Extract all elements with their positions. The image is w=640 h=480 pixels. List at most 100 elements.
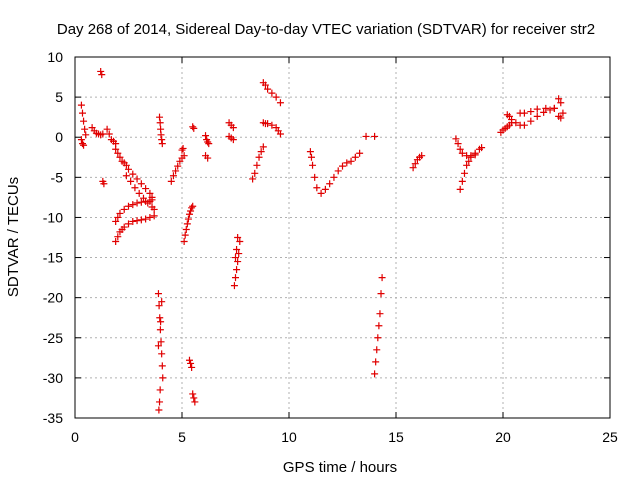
data-point <box>306 148 314 156</box>
data-point <box>276 130 284 138</box>
chart-title: Day 268 of 2014, Sidereal Day-to-day VTE… <box>57 21 595 38</box>
data-point <box>125 202 132 210</box>
data-point <box>154 290 162 298</box>
data-point <box>555 95 563 103</box>
data-point <box>249 175 257 183</box>
data-point <box>557 99 565 107</box>
x-tick-label: 0 <box>71 429 79 445</box>
data-point <box>135 189 143 197</box>
data-point <box>356 149 364 157</box>
data-point <box>456 145 464 153</box>
data-point <box>167 177 175 185</box>
y-tick-label: -15 <box>43 250 63 266</box>
data-point <box>234 258 242 266</box>
data-point <box>142 185 150 193</box>
data-point <box>362 132 370 140</box>
x-tick-label: 5 <box>178 429 186 445</box>
data-point <box>378 274 386 282</box>
data-point <box>178 146 186 154</box>
data-point <box>233 246 241 254</box>
data-point <box>255 153 263 161</box>
data-point <box>253 161 261 169</box>
data-point <box>156 398 164 406</box>
data-point <box>458 149 466 157</box>
data-point <box>188 363 196 371</box>
data-point <box>112 217 120 225</box>
data-point <box>264 120 272 128</box>
data-point <box>371 370 379 378</box>
data-point <box>191 398 199 406</box>
x-tick-label: 15 <box>388 429 404 445</box>
data-point <box>157 131 165 139</box>
data-point <box>81 125 89 133</box>
data-point <box>520 109 528 117</box>
data-point <box>78 109 86 117</box>
data-point <box>157 318 165 326</box>
data-point <box>155 302 163 310</box>
data-point <box>233 266 241 274</box>
data-point <box>373 346 381 354</box>
data-point <box>557 114 565 122</box>
data-point <box>129 170 137 178</box>
data-point <box>456 185 464 193</box>
data-point <box>232 274 239 282</box>
data-point <box>375 322 383 330</box>
data-point <box>533 105 541 113</box>
data-point <box>158 350 166 358</box>
data-point <box>157 338 165 346</box>
data-point <box>174 162 182 170</box>
data-point <box>559 109 567 117</box>
data-point <box>156 119 164 127</box>
data-point <box>77 136 85 144</box>
data-point <box>546 106 554 114</box>
data-point <box>251 169 259 177</box>
data-point <box>180 152 188 160</box>
data-point <box>190 394 198 402</box>
data-point <box>189 123 197 131</box>
data-point <box>313 184 321 192</box>
data-point <box>156 386 164 394</box>
data-point <box>99 130 107 138</box>
y-axis-title: SDTVAR / TECUs <box>5 177 22 297</box>
data-point <box>550 104 558 112</box>
y-tick-label: -25 <box>43 330 63 346</box>
data-point <box>158 136 166 144</box>
data-point <box>158 140 166 148</box>
data-point <box>184 215 192 223</box>
data-point <box>334 167 342 175</box>
x-tick-label: 10 <box>281 429 297 445</box>
grid <box>75 57 610 418</box>
data-point <box>181 231 189 239</box>
data-point <box>169 172 177 180</box>
data-point <box>377 290 385 298</box>
data-point <box>131 184 139 192</box>
x-tick-label: 20 <box>495 429 511 445</box>
data-point <box>187 207 195 215</box>
data-point <box>82 131 90 139</box>
data-point <box>311 173 319 181</box>
data-point <box>463 161 471 169</box>
data-point <box>418 152 426 160</box>
data-point <box>512 119 520 127</box>
data-point <box>112 238 120 246</box>
data-point <box>133 217 141 225</box>
data-point <box>150 212 158 220</box>
y-tick-label: 5 <box>55 89 63 105</box>
data-point <box>374 334 382 342</box>
data-points <box>77 67 567 414</box>
data-point <box>508 116 516 124</box>
data-point <box>190 124 198 132</box>
data-point <box>105 130 113 138</box>
y-tick-label: -20 <box>43 290 63 306</box>
data-point <box>148 196 156 204</box>
x-axis-title: GPS time / hours <box>283 459 397 476</box>
data-point <box>172 167 180 175</box>
data-point <box>122 161 130 169</box>
y-tick-label: -10 <box>43 209 63 225</box>
data-point <box>137 198 145 206</box>
data-point <box>205 140 213 148</box>
data-point <box>100 180 108 188</box>
data-point <box>156 113 164 121</box>
data-point <box>478 144 486 152</box>
